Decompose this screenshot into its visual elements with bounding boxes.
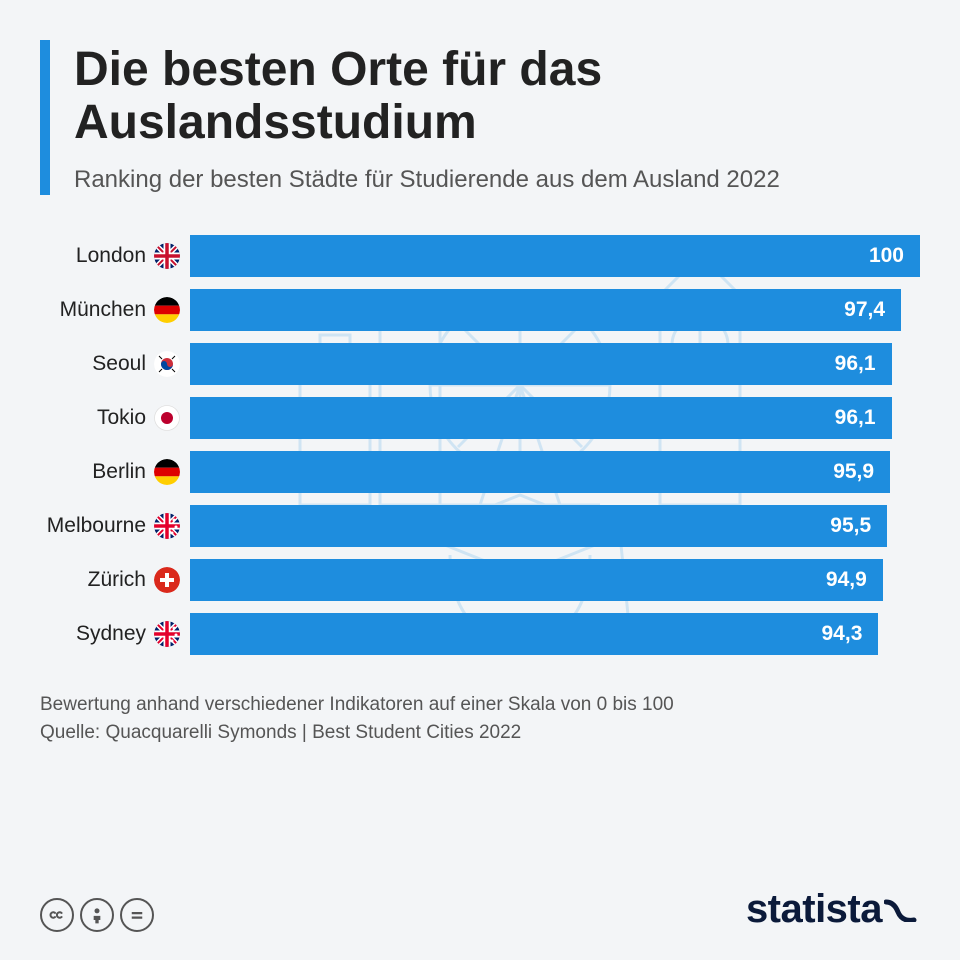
bar-track: 100 <box>190 235 920 277</box>
header: Die besten Orte für das Auslandsstudium … <box>40 40 920 195</box>
bar-row: London 100 <box>40 235 920 277</box>
bar-label: Zürich <box>40 567 190 593</box>
bar-label: Sydney <box>40 621 190 647</box>
bar-row: Tokio 96,1 <box>40 397 920 439</box>
statista-logo: statista <box>746 887 920 932</box>
bar-row: München 97,4 <box>40 289 920 331</box>
bar-row: Zürich 94,9 <box>40 559 920 601</box>
bars-container: London 100 München 97,4 Seoul 96,1 <box>40 235 920 655</box>
bar-track: 94,9 <box>190 559 920 601</box>
bar-track: 95,9 <box>190 451 920 493</box>
cc-license-icons <box>40 898 154 932</box>
city-name: Melbourne <box>47 514 146 538</box>
flag-icon <box>154 567 180 593</box>
city-name: München <box>60 298 146 322</box>
flag-icon <box>154 405 180 431</box>
flag-icon <box>154 243 180 269</box>
by-icon <box>80 898 114 932</box>
logo-wave-icon <box>884 898 920 922</box>
bar-fill: 100 <box>190 235 920 277</box>
footnote-line-2: Quelle: Quacquarelli Symonds | Best Stud… <box>40 719 920 748</box>
bar-value: 95,5 <box>830 514 871 538</box>
flag-icon <box>154 459 180 485</box>
bar-track: 96,1 <box>190 343 920 385</box>
bar-track: 96,1 <box>190 397 920 439</box>
flag-icon <box>154 513 180 539</box>
bar-value: 97,4 <box>844 298 885 322</box>
city-name: Seoul <box>92 352 146 376</box>
city-name: Sydney <box>76 622 146 646</box>
flag-icon <box>154 297 180 323</box>
city-name: London <box>76 244 146 268</box>
bar-track: 95,5 <box>190 505 920 547</box>
flag-icon <box>154 351 180 377</box>
flag-icon <box>154 621 180 647</box>
chart-subtitle: Ranking der besten Städte für Studierend… <box>74 164 920 195</box>
bar-track: 94,3 <box>190 613 920 655</box>
bar-value: 100 <box>869 244 904 268</box>
bar-chart: London 100 München 97,4 Seoul 96,1 <box>40 235 920 655</box>
bar-value: 94,3 <box>822 622 863 646</box>
bar-fill: 96,1 <box>190 343 892 385</box>
bar-fill: 96,1 <box>190 397 892 439</box>
bar-row: Seoul 96,1 <box>40 343 920 385</box>
bar-value: 95,9 <box>833 460 874 484</box>
nd-icon <box>120 898 154 932</box>
bar-fill: 95,9 <box>190 451 890 493</box>
bar-fill: 95,5 <box>190 505 887 547</box>
city-name: Zürich <box>88 568 146 592</box>
bar-label: Tokio <box>40 405 190 431</box>
bar-label: Seoul <box>40 351 190 377</box>
city-name: Tokio <box>97 406 146 430</box>
bar-label: München <box>40 297 190 323</box>
bar-fill: 94,9 <box>190 559 883 601</box>
bar-row: Berlin 95,9 <box>40 451 920 493</box>
footnote-line-1: Bewertung anhand verschiedener Indikator… <box>40 691 920 720</box>
bar-fill: 94,3 <box>190 613 878 655</box>
header-text: Die besten Orte für das Auslandsstudium … <box>74 40 920 195</box>
bar-label: Melbourne <box>40 513 190 539</box>
cc-icon <box>40 898 74 932</box>
bar-label: London <box>40 243 190 269</box>
chart-title: Die besten Orte für das Auslandsstudium <box>74 44 920 150</box>
city-name: Berlin <box>92 460 146 484</box>
bar-row: Sydney 94,3 <box>40 613 920 655</box>
bar-fill: 97,4 <box>190 289 901 331</box>
footnote: Bewertung anhand verschiedener Indikator… <box>40 691 920 748</box>
bar-track: 97,4 <box>190 289 920 331</box>
bar-value: 94,9 <box>826 568 867 592</box>
bar-value: 96,1 <box>835 406 876 430</box>
logo-text: statista <box>746 887 882 932</box>
bar-row: Melbourne 95,5 <box>40 505 920 547</box>
footer: statista <box>40 887 920 932</box>
bar-label: Berlin <box>40 459 190 485</box>
bar-value: 96,1 <box>835 352 876 376</box>
header-accent-bar <box>40 40 50 195</box>
